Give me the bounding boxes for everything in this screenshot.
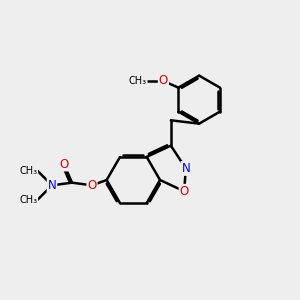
Text: N: N bbox=[48, 179, 56, 192]
Text: O: O bbox=[179, 185, 189, 198]
Text: O: O bbox=[59, 158, 69, 170]
Text: N: N bbox=[182, 162, 190, 175]
Text: CH₃: CH₃ bbox=[19, 166, 37, 176]
Text: CH₃: CH₃ bbox=[129, 76, 147, 86]
Text: O: O bbox=[159, 74, 168, 88]
Text: CH₃: CH₃ bbox=[19, 195, 37, 205]
Text: O: O bbox=[87, 179, 97, 192]
